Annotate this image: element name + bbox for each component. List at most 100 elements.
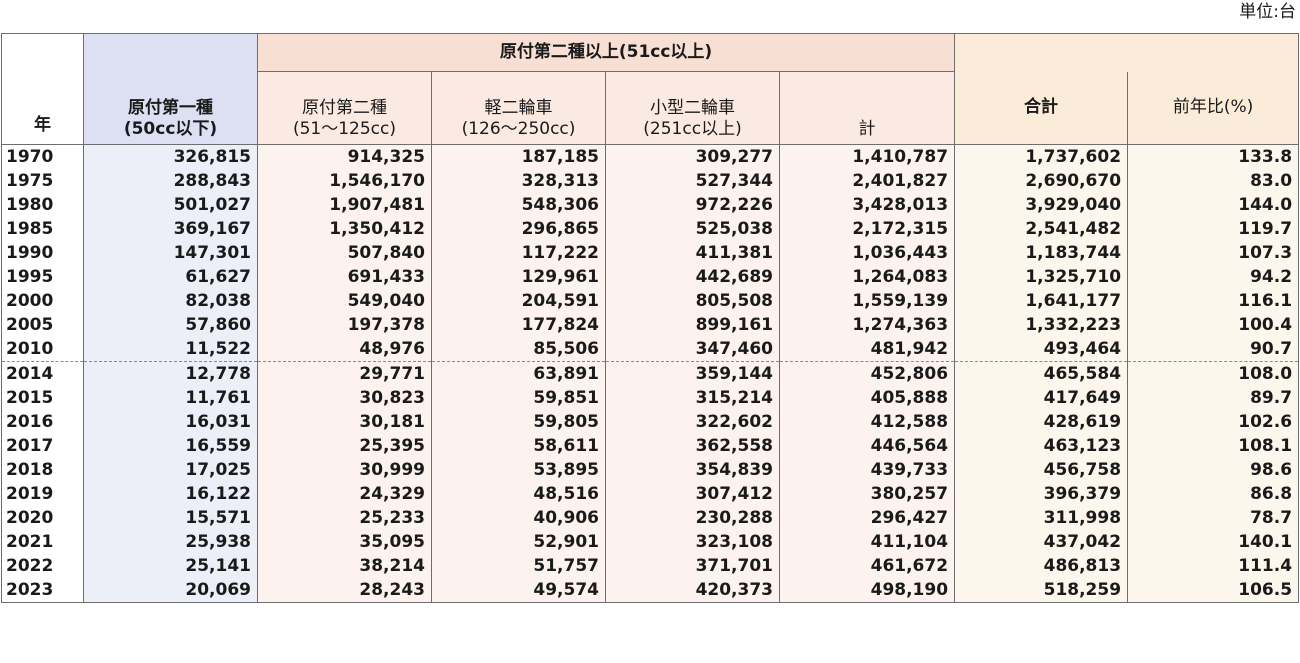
cell-moped-class1: 82,038 — [83, 289, 258, 313]
cell-moped-class2: 197,378 — [257, 313, 432, 337]
cell-yoy: 140.1 — [1127, 530, 1300, 554]
cell-subtotal: 452,806 — [778, 361, 956, 386]
cell-total: 518,259 — [954, 578, 1129, 603]
cell-moped-class2: 914,325 — [257, 144, 432, 169]
cell-year: 2020 — [1, 506, 84, 530]
cell-light-motorcycle: 59,851 — [431, 386, 606, 410]
cell-year: 1985 — [1, 217, 84, 241]
table-row: 2015 11,761 30,823 59,851 315,214 405,888 417,… — [1, 386, 1300, 410]
cell-light-motorcycle: 85,506 — [431, 337, 606, 362]
cell-small-motorcycle: 315,214 — [605, 386, 780, 410]
header-light-motorcycle-name: 軽二輪車 — [484, 98, 553, 118]
cell-subtotal: 439,733 — [778, 458, 956, 482]
cell-moped-class1: 16,031 — [83, 410, 258, 434]
cell-total: 486,813 — [954, 554, 1129, 578]
cell-moped-class2: 507,840 — [257, 241, 432, 265]
cell-subtotal: 1,264,083 — [778, 265, 956, 289]
cell-year: 1980 — [1, 193, 84, 217]
cell-small-motorcycle: 359,144 — [605, 361, 780, 386]
table-body: 1970 326,815 914,325 187,185 309,277 1,410,78… — [1, 144, 1300, 603]
cell-yoy: 116.1 — [1127, 289, 1300, 313]
cell-light-motorcycle: 58,611 — [431, 434, 606, 458]
table-row: 2005 57,860 197,378 177,824 899,161 1,274,363… — [1, 313, 1300, 337]
cell-total: 437,042 — [954, 530, 1129, 554]
cell-light-motorcycle: 204,591 — [431, 289, 606, 313]
cell-subtotal: 3,428,013 — [778, 193, 956, 217]
cell-total: 396,379 — [954, 482, 1129, 506]
cell-small-motorcycle: 442,689 — [605, 265, 780, 289]
table-row: 2019 16,122 24,329 48,516 307,412 380,257 396,… — [1, 482, 1300, 506]
cell-small-motorcycle: 411,381 — [605, 241, 780, 265]
cell-yoy: 86.8 — [1127, 482, 1300, 506]
cell-subtotal: 481,942 — [778, 337, 956, 362]
cell-subtotal: 411,104 — [778, 530, 956, 554]
cell-year: 2016 — [1, 410, 84, 434]
cell-small-motorcycle: 420,373 — [605, 578, 780, 603]
cell-moped-class1: 17,025 — [83, 458, 258, 482]
cell-moped-class1: 57,860 — [83, 313, 258, 337]
cell-light-motorcycle: 53,895 — [431, 458, 606, 482]
header-year: 年 — [1, 33, 84, 145]
cell-moped-class2: 48,976 — [257, 337, 432, 362]
cell-year: 2018 — [1, 458, 84, 482]
cell-year: 2017 — [1, 434, 84, 458]
cell-small-motorcycle: 525,038 — [605, 217, 780, 241]
cell-total: 311,998 — [954, 506, 1129, 530]
cell-total: 493,464 — [954, 337, 1129, 362]
cell-total: 2,541,482 — [954, 217, 1129, 241]
cell-moped-class2: 24,329 — [257, 482, 432, 506]
cell-moped-class2: 1,907,481 — [257, 193, 432, 217]
table-row: 1995 61,627 691,433 129,961 442,689 1,264,083… — [1, 265, 1300, 289]
table-row: 1990 147,301 507,840 117,222 411,381 1,036,44… — [1, 241, 1300, 265]
cell-light-motorcycle: 48,516 — [431, 482, 606, 506]
cell-yoy: 108.0 — [1127, 361, 1300, 386]
cell-year: 1995 — [1, 265, 84, 289]
header-moped-class1-name: 原付第一種 — [128, 98, 213, 118]
cell-yoy: 133.8 — [1127, 144, 1300, 169]
cell-year: 2015 — [1, 386, 84, 410]
cell-subtotal: 498,190 — [778, 578, 956, 603]
cell-moped-class2: 28,243 — [257, 578, 432, 603]
cell-small-motorcycle: 354,839 — [605, 458, 780, 482]
cell-subtotal: 2,172,315 — [778, 217, 956, 241]
cell-light-motorcycle: 40,906 — [431, 506, 606, 530]
cell-light-motorcycle: 51,757 — [431, 554, 606, 578]
cell-moped-class2: 25,233 — [257, 506, 432, 530]
cell-total: 1,737,602 — [954, 144, 1129, 169]
cell-total: 3,929,040 — [954, 193, 1129, 217]
cell-total: 2,690,670 — [954, 169, 1129, 193]
cell-subtotal: 1,410,787 — [778, 144, 956, 169]
cell-moped-class2: 30,999 — [257, 458, 432, 482]
header-group-51cc-plus: 原付第二種以上(51cc以上) — [256, 33, 956, 72]
cell-moped-class1: 147,301 — [83, 241, 258, 265]
cell-year: 1990 — [1, 241, 84, 265]
cell-yoy: 98.6 — [1127, 458, 1300, 482]
table-row: 1980 501,027 1,907,481 548,306 972,226 3,428,… — [1, 193, 1300, 217]
cell-light-motorcycle: 49,574 — [431, 578, 606, 603]
cell-subtotal: 380,257 — [778, 482, 956, 506]
cell-subtotal: 1,559,139 — [778, 289, 956, 313]
header-moped-class1: 原付第一種 (50cc以下) — [83, 33, 258, 145]
cell-moped-class2: 1,546,170 — [257, 169, 432, 193]
cell-subtotal: 405,888 — [778, 386, 956, 410]
cell-moped-class1: 11,761 — [83, 386, 258, 410]
cell-yoy: 100.4 — [1127, 313, 1300, 337]
cell-total: 428,619 — [954, 410, 1129, 434]
cell-moped-class1: 369,167 — [83, 217, 258, 241]
header-yoy: 前年比(%) — [1127, 71, 1300, 145]
table-row: 2018 17,025 30,999 53,895 354,839 439,733 456,… — [1, 458, 1300, 482]
header-total: 合計 — [954, 71, 1129, 145]
cell-moped-class1: 25,141 — [83, 554, 258, 578]
cell-moped-class2: 1,350,412 — [257, 217, 432, 241]
cell-moped-class2: 38,214 — [257, 554, 432, 578]
table-row: 2016 16,031 30,181 59,805 322,602 412,588 428,… — [1, 410, 1300, 434]
cell-small-motorcycle: 322,602 — [605, 410, 780, 434]
table-row: 2021 25,938 35,095 52,901 323,108 411,104 437,… — [1, 530, 1300, 554]
cell-small-motorcycle: 309,277 — [605, 144, 780, 169]
header-small-motorcycle-range: (251cc以上) — [643, 119, 742, 139]
cell-light-motorcycle: 177,824 — [431, 313, 606, 337]
header-moped-class2-range: (51〜125cc) — [292, 119, 397, 139]
header-moped-class2-name: 原付第二種 — [302, 98, 387, 118]
cell-year: 2005 — [1, 313, 84, 337]
cell-moped-class2: 35,095 — [257, 530, 432, 554]
